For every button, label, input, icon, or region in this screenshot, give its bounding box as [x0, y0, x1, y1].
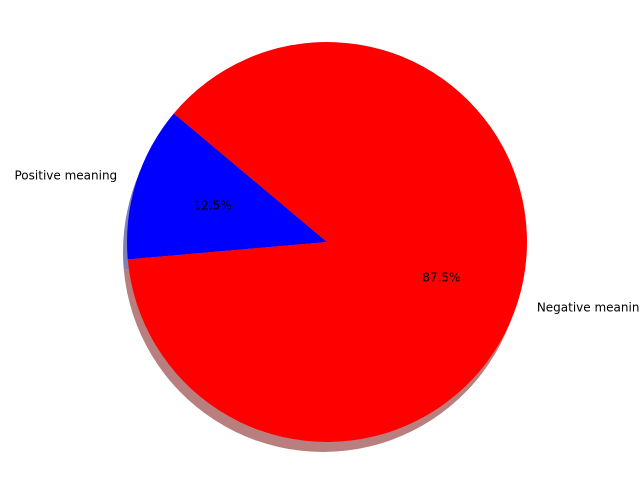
pie-slice-positive-meaning [126, 113, 327, 260]
pie-label-positive-meaning: Positive meaning [15, 168, 118, 182]
pie-slice-labels: Positive meaning Negative meaning [15, 168, 640, 314]
pie-percent-negative-meaning: 87.5% [422, 271, 460, 285]
pie-percent-labels: 12.5% 87.5% [193, 198, 460, 284]
pie-slices [126, 41, 528, 442]
pie-percent-positive-meaning: 12.5% [193, 198, 231, 212]
pie-label-negative-meaning: Negative meaning [537, 301, 640, 315]
pie-slice-negative-meaning [127, 41, 528, 442]
